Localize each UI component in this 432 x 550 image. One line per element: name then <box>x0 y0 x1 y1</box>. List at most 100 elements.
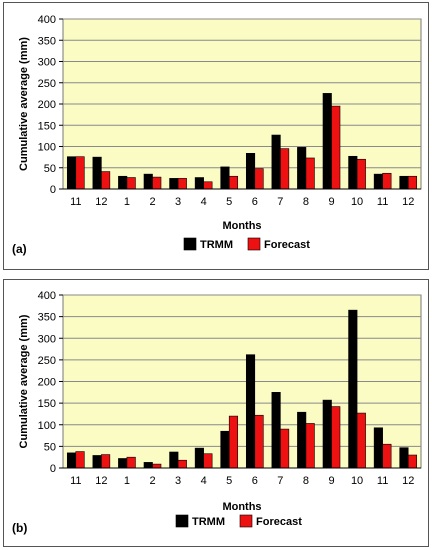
x-axis-label: Months <box>222 220 261 232</box>
x-tick-label: 8 <box>303 196 309 208</box>
x-tick-label: 2 <box>149 475 155 487</box>
forecast-bar <box>126 456 136 469</box>
trmm-bar <box>399 447 409 469</box>
forecast-bar <box>356 158 366 190</box>
forecast-bar <box>203 181 213 190</box>
x-tick-label: 7 <box>277 196 283 208</box>
legend-label-forecast: Forecast <box>256 516 302 528</box>
x-tick-label: 10 <box>351 475 363 487</box>
x-tick-label: 6 <box>252 196 258 208</box>
x-tick-label: 3 <box>175 196 181 208</box>
x-tick-label: 8 <box>303 475 309 487</box>
trmm-bar <box>271 392 281 469</box>
legend-swatch-forecast <box>247 237 261 251</box>
y-tick-label: 100 <box>38 142 56 154</box>
y-tick-label: 0 <box>50 463 56 475</box>
x-tick-label: 12 <box>95 475 107 487</box>
trmm-bar <box>271 134 281 190</box>
legend-label-trmm: TRMM <box>192 516 225 528</box>
forecast-bar <box>407 454 418 469</box>
forecast-bar <box>382 172 392 190</box>
legend-swatch-trmm <box>183 237 197 251</box>
y-tick-label: 0 <box>50 184 56 196</box>
y-tick-label: 100 <box>38 420 56 432</box>
x-tick-label: 5 <box>226 196 232 208</box>
x-tick-label: 12 <box>95 196 107 208</box>
y-tick-label: 300 <box>38 57 56 69</box>
forecast-bar <box>228 415 239 469</box>
trmm-bar <box>348 155 358 190</box>
trmm-bar <box>322 93 332 190</box>
x-tick-label: 11 <box>377 196 388 208</box>
y-tick-label: 400 <box>38 290 56 302</box>
trmm-bar <box>220 166 230 190</box>
x-tick-label: 4 <box>201 475 207 487</box>
y-tick-label: 50 <box>44 163 56 175</box>
forecast-bar <box>75 451 85 469</box>
x-tick-label: 3 <box>175 475 181 487</box>
chart-panel-a: 0 50 100 150 200 250 300 350 400 11 12 1 2 3 4 5 6 7 8 9 10 1… <box>3 2 429 270</box>
trmm-bar <box>399 175 409 190</box>
trmm-bar <box>245 153 256 190</box>
forecast-bar <box>152 176 162 190</box>
forecast-bar <box>101 171 111 190</box>
forecast-bar <box>331 406 341 469</box>
y-tick-label: 350 <box>38 35 56 47</box>
y-tick-label: 300 <box>38 333 56 345</box>
trmm-bar <box>322 399 332 469</box>
y-tick-label: 350 <box>38 312 56 324</box>
forecast-bar <box>382 443 392 469</box>
y-axis-label: Cumulative average (mm) <box>18 37 30 171</box>
forecast-bar <box>254 168 264 190</box>
chart-panel-b: 0 50 100 150 200 250 300 350 400 11 12 1 2 3 4 5 6 7 8 9 10 1… <box>3 279 429 547</box>
legend-swatch-forecast <box>239 514 253 528</box>
trmm-bar <box>169 178 179 190</box>
trmm-bar <box>143 173 153 190</box>
legend-label-forecast: Forecast <box>264 239 310 251</box>
x-tick-label: 12 <box>402 196 414 208</box>
y-tick-label: 400 <box>38 14 56 26</box>
trmm-bar <box>348 309 358 469</box>
forecast-bar <box>126 177 136 190</box>
y-tick-label: 150 <box>38 120 56 132</box>
x-tick-label: 5 <box>226 475 232 487</box>
x-tick-label: 4 <box>201 196 207 208</box>
x-tick-label: 1 <box>124 196 130 208</box>
forecast-bar <box>331 105 341 190</box>
x-tick-label: 10 <box>351 196 363 208</box>
panel-label: (a) <box>12 242 27 256</box>
trmm-bar <box>118 458 128 469</box>
forecast-bar <box>203 453 213 469</box>
forecast-bar <box>101 454 111 469</box>
x-tick-label: 11 <box>377 475 388 487</box>
trmm-bar <box>92 156 102 190</box>
y-tick-label: 150 <box>38 398 56 410</box>
trmm-bar <box>66 156 77 190</box>
trmm-bar <box>220 430 230 469</box>
legend: TRMM Forecast <box>183 237 310 251</box>
y-tick-label: 250 <box>38 78 56 90</box>
legend-label-trmm: TRMM <box>200 239 233 251</box>
y-tick-label: 200 <box>38 377 56 389</box>
trmm-bar <box>194 447 204 469</box>
trmm-bar <box>245 354 256 469</box>
panel-label: (b) <box>12 521 27 535</box>
y-tick-label: 250 <box>38 355 56 367</box>
trmm-bar <box>194 177 204 190</box>
forecast-bar <box>254 414 264 469</box>
x-tick-label: 7 <box>277 475 283 487</box>
forecast-bar <box>305 423 315 469</box>
forecast-bar <box>356 412 366 469</box>
trmm-bar <box>66 452 77 469</box>
x-tick-label: 6 <box>252 475 258 487</box>
forecast-bar <box>152 463 162 469</box>
trmm-bar <box>92 455 102 469</box>
trmm-bar <box>143 462 153 469</box>
trmm-bar <box>169 451 179 469</box>
x-tick-label: 2 <box>149 196 155 208</box>
trmm-bar <box>297 147 307 190</box>
x-tick-label: 12 <box>402 475 414 487</box>
trmm-bar <box>297 411 307 469</box>
